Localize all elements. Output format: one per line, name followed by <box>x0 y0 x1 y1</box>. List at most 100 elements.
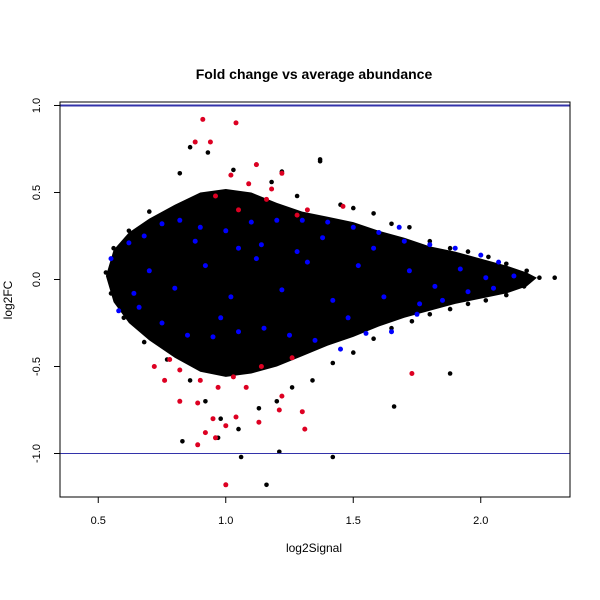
point-red <box>236 207 241 213</box>
point-black <box>427 312 433 317</box>
point-black <box>330 454 336 460</box>
point-blue <box>406 268 412 274</box>
point-black <box>483 298 489 303</box>
point-blue <box>258 242 264 248</box>
point-black <box>205 150 211 155</box>
point-blue <box>427 242 433 248</box>
point-blue <box>185 332 190 338</box>
point-red <box>200 116 206 122</box>
point-red <box>230 374 236 380</box>
point-blue <box>389 329 394 335</box>
point-blue <box>261 325 267 331</box>
point-blue <box>345 315 351 321</box>
point-red <box>167 357 173 362</box>
point-black <box>330 360 336 366</box>
point-blue <box>159 320 165 326</box>
point-black <box>537 275 542 281</box>
point-blue <box>287 332 292 338</box>
point-black <box>371 336 376 342</box>
x-tick-label: 0.5 <box>91 515 106 527</box>
point-blue <box>304 259 310 265</box>
point-blue <box>136 304 142 310</box>
point-blue <box>491 285 496 291</box>
point-black <box>126 228 132 234</box>
point-red <box>340 203 346 209</box>
point-black <box>294 193 300 199</box>
point-black <box>465 249 471 254</box>
point-red <box>246 181 252 187</box>
point-blue <box>432 283 438 289</box>
point-blue <box>172 285 178 291</box>
point-black <box>391 404 397 409</box>
point-blue <box>279 287 285 293</box>
point-red <box>197 377 203 383</box>
y-tick-label: -1.0 <box>31 444 43 463</box>
point-blue <box>294 249 300 255</box>
point-black <box>447 371 453 376</box>
point-blue <box>478 252 484 258</box>
point-red <box>202 430 208 436</box>
point-blue <box>177 217 183 223</box>
x-axis-label: log2Signal <box>286 541 342 555</box>
point-black <box>486 254 491 260</box>
point-blue <box>274 217 280 223</box>
point-red <box>228 172 234 178</box>
point-black <box>236 426 241 432</box>
point-red <box>299 409 305 415</box>
point-red <box>253 162 259 168</box>
point-red <box>279 393 285 399</box>
dense-point-cloud <box>105 189 537 377</box>
point-blue <box>457 266 463 272</box>
point-black <box>147 209 152 214</box>
point-red <box>151 364 157 369</box>
point-blue <box>253 256 259 262</box>
point-black <box>465 301 471 307</box>
point-black <box>203 399 208 404</box>
point-red <box>195 400 201 406</box>
point-blue <box>116 308 122 314</box>
point-blue <box>355 263 361 269</box>
point-blue <box>202 263 208 269</box>
y-tick-label: -0.5 <box>31 357 43 376</box>
point-black <box>218 416 223 422</box>
point-blue <box>159 221 165 227</box>
point-black <box>409 319 415 324</box>
chart-title: Fold change vs average abundance <box>196 66 433 82</box>
point-red <box>162 377 168 383</box>
point-black <box>103 270 109 275</box>
data-layer <box>103 116 557 488</box>
x-tick-label: 2.0 <box>473 515 488 527</box>
axes-layer: 0.5 1.0 1.5 2.0 -1.0 -0.5 0.0 0.5 1.0 <box>31 98 571 527</box>
point-red <box>223 482 229 488</box>
point-red <box>302 426 308 432</box>
point-blue <box>312 337 318 343</box>
point-blue <box>401 238 407 244</box>
point-red <box>243 384 249 390</box>
point-black <box>274 399 280 404</box>
point-red <box>223 423 229 429</box>
point-red <box>276 407 282 413</box>
point-blue <box>192 238 198 244</box>
point-black <box>447 245 453 251</box>
point-blue <box>325 219 331 225</box>
point-red <box>233 120 239 126</box>
point-blue <box>350 224 356 230</box>
point-black <box>141 339 147 345</box>
point-black <box>521 284 527 289</box>
point-red <box>177 398 183 404</box>
point-black <box>256 406 262 411</box>
point-red <box>233 414 239 420</box>
point-blue <box>465 289 471 295</box>
point-blue <box>496 259 502 265</box>
point-red <box>409 371 415 376</box>
point-blue <box>381 294 387 300</box>
point-black <box>504 292 509 298</box>
y-tick-label: 1.0 <box>31 98 43 113</box>
point-blue <box>376 230 382 235</box>
point-blue <box>320 235 326 241</box>
point-blue <box>440 297 445 303</box>
point-blue <box>146 268 152 274</box>
x-tick-label: 1.0 <box>218 515 233 527</box>
point-blue <box>511 273 517 279</box>
